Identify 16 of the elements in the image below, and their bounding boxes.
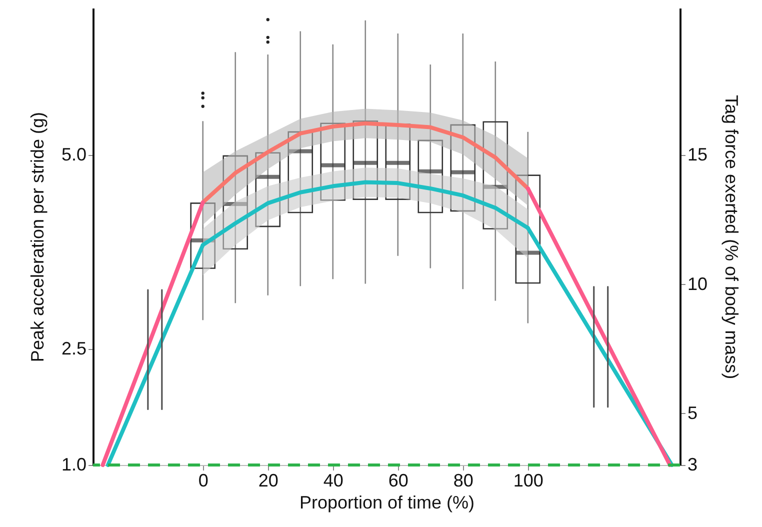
- y2-tick-label: 5: [688, 402, 698, 423]
- x-tick-label: 80: [453, 470, 474, 490]
- y-tick-label: 5.0: [61, 144, 86, 165]
- x-tick-label: 60: [388, 470, 408, 490]
- y-tick-label: 1.0: [61, 454, 86, 474]
- y2-axis-title: Tag force exerted (% of body mass): [722, 94, 742, 380]
- x-tick-label: 100: [513, 470, 544, 490]
- x-tick-label: 0: [198, 470, 208, 490]
- x-tick-label: 40: [323, 470, 344, 490]
- y2-tick-label: 3: [688, 454, 698, 474]
- y-tick-label: 2.5: [61, 338, 86, 358]
- y2-tick-label: 15: [688, 144, 708, 165]
- x-axis-title: Proportion of time (%): [299, 492, 475, 512]
- y2-tick-label: 10: [688, 274, 708, 294]
- x-tick-label: 20: [258, 470, 278, 490]
- y-axis-title: Peak acceleration per stride (g): [27, 112, 48, 362]
